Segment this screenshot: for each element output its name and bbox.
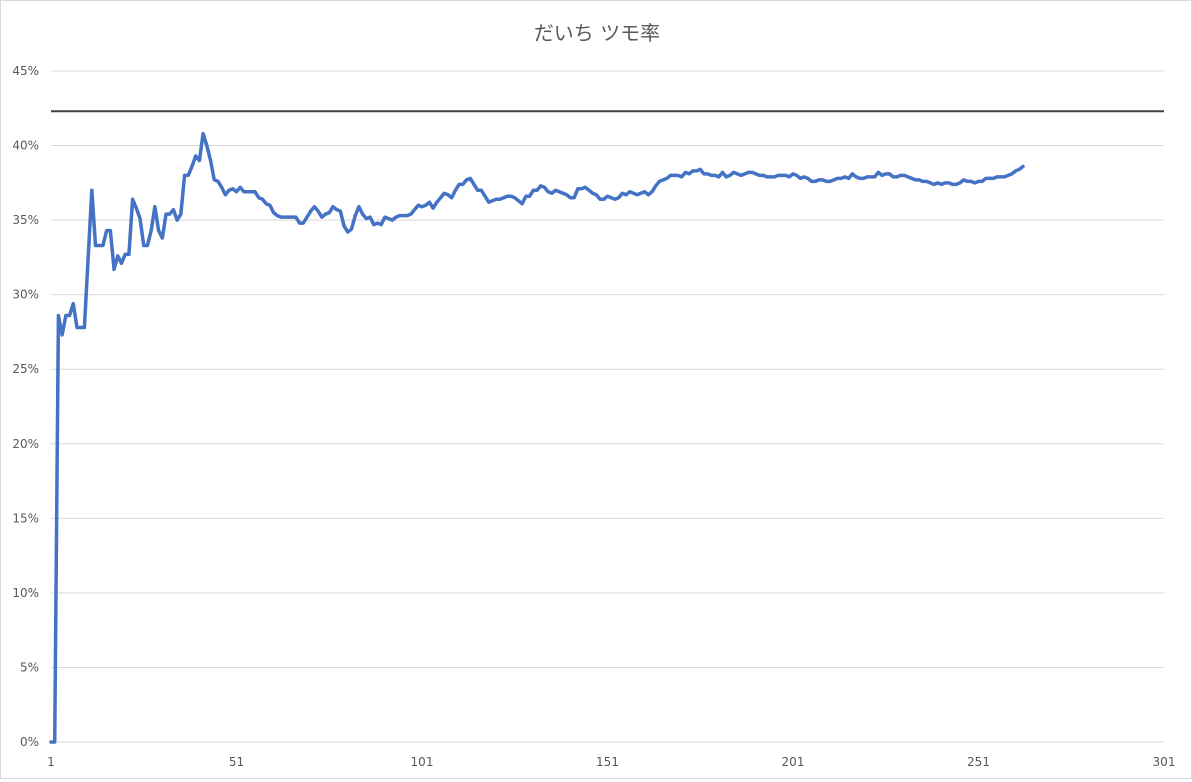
x-axis-tick-labels: 1 51 101 151 201 251 301	[47, 755, 1175, 769]
y-tick-label: 20%	[12, 437, 39, 451]
x-tick-label: 251	[967, 755, 990, 769]
x-tick-label: 51	[229, 755, 244, 769]
series-line	[49, 131, 1025, 744]
x-tick-label: 1	[47, 755, 55, 769]
y-tick-label: 45%	[12, 64, 39, 78]
chart-title: だいち ツモ率	[533, 21, 661, 45]
y-tick-label: 30%	[12, 288, 39, 302]
series-group	[49, 131, 1025, 744]
x-tick-label: 101	[411, 755, 434, 769]
y-tick-label: 35%	[12, 213, 39, 227]
y-axis-tick-labels: 0% 5% 10% 15% 20% 25% 30% 35% 40% 45%	[12, 64, 39, 749]
y-tick-label: 0%	[20, 735, 39, 749]
y-tick-label: 5%	[20, 660, 39, 674]
x-tick-label: 151	[596, 755, 619, 769]
x-tick-label: 201	[782, 755, 805, 769]
y-tick-label: 40%	[12, 139, 39, 153]
y-tick-label: 25%	[12, 362, 39, 376]
y-tick-label: 15%	[12, 511, 39, 525]
gridlines	[51, 70, 1164, 743]
x-tick-label: 301	[1153, 755, 1176, 769]
y-tick-label: 10%	[12, 586, 39, 600]
